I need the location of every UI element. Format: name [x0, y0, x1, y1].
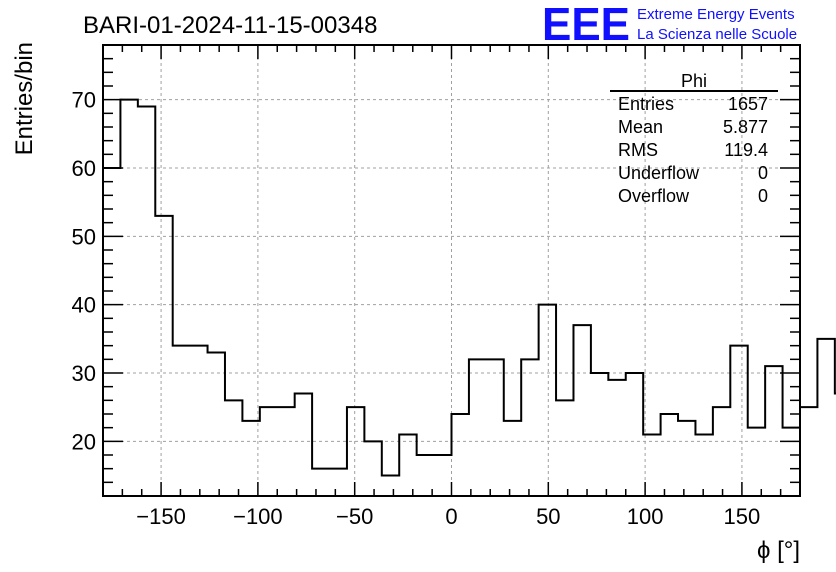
histogram-bin — [190, 346, 207, 496]
y-tick-label: 40 — [72, 293, 96, 318]
histogram-bin — [277, 407, 294, 496]
stats-row-label: Overflow — [618, 186, 690, 206]
chart-title: BARI-01-2024-11-15-00348 — [83, 12, 377, 39]
histogram-bin — [347, 407, 364, 496]
histogram-bin — [713, 407, 730, 496]
histogram-bin — [626, 373, 643, 496]
histogram-bin — [138, 107, 155, 497]
stats-row-value: 0 — [758, 163, 768, 183]
histogram-bin — [748, 428, 765, 496]
axis-ticks — [102, 45, 801, 496]
histogram-bin — [382, 476, 399, 497]
histogram-series — [103, 98, 836, 497]
histogram-bin — [173, 346, 190, 496]
histogram-bin — [469, 359, 486, 496]
stats-row-label: Mean — [618, 117, 663, 137]
histogram-outline — [103, 98, 836, 477]
histogram-bin — [783, 428, 800, 496]
histogram-bin — [539, 305, 556, 496]
stats-row-value: 119.4 — [724, 140, 768, 160]
histogram-bin — [730, 346, 747, 496]
histogram-bin — [364, 441, 381, 496]
histogram-bin — [312, 469, 329, 496]
histogram-bin — [695, 435, 712, 497]
y-tick-label: 20 — [72, 429, 96, 454]
histogram-bin — [155, 216, 172, 496]
stats-box: Phi Entries 1657 Mean 5.877 RMS 119.4 Underflo… — [610, 71, 778, 206]
histogram-bin — [521, 359, 538, 496]
stats-row-value: 5.877 — [723, 117, 768, 137]
histogram-bin — [556, 400, 573, 496]
histogram-bin — [208, 353, 225, 497]
histogram-bin — [452, 414, 469, 496]
x-tick-label: 150 — [724, 504, 761, 529]
stats-row-label: Underflow — [618, 163, 700, 183]
x-tick-label: 0 — [445, 504, 457, 529]
y-tick-label: 70 — [72, 88, 96, 113]
histogram-bin — [434, 455, 451, 496]
stats-row-label: RMS — [618, 140, 658, 160]
histogram-bin — [817, 339, 834, 496]
stats-box-rows: Entries 1657 Mean 5.877 RMS 119.4 Underflow 0 Ov… — [618, 94, 768, 206]
stats-box-name: Phi — [681, 71, 707, 91]
eee-logo: EEE — [542, 0, 630, 50]
histogram-bin — [399, 435, 416, 497]
y-tick-label: 30 — [72, 361, 96, 386]
histogram-bin — [591, 373, 608, 496]
x-axis-label: ϕ [°] — [757, 537, 800, 564]
histogram-bin — [504, 421, 521, 496]
histogram-bin — [260, 407, 277, 496]
stats-row-label: Entries — [618, 94, 674, 114]
y-tick-label: 60 — [72, 156, 96, 181]
x-tick-label: −150 — [136, 504, 186, 529]
histogram-bin — [678, 421, 695, 496]
x-tick-labels: −150 −100 −50 0 50 100 150 — [136, 504, 760, 529]
histogram-bin — [765, 366, 782, 496]
histogram-bin — [661, 414, 678, 496]
x-tick-label: 50 — [536, 504, 560, 529]
histogram-bin — [295, 394, 312, 497]
histogram-bin — [120, 100, 137, 496]
y-tick-label: 50 — [72, 224, 96, 249]
x-tick-label: −100 — [233, 504, 283, 529]
histogram-bin — [225, 400, 242, 496]
brand-line-1: Extreme Energy Events — [637, 6, 795, 23]
brand-line-2: La Scienza nelle Scuole — [637, 26, 797, 43]
y-tick-labels: 20 30 40 50 60 70 — [72, 88, 96, 455]
histogram-bin — [330, 469, 347, 496]
x-tick-label: −50 — [336, 504, 373, 529]
histogram-bin — [800, 407, 817, 496]
stats-row-value: 1657 — [728, 94, 768, 114]
y-axis-label: Entries/bin — [11, 42, 38, 155]
x-tick-label: 100 — [627, 504, 664, 529]
histogram-bin — [573, 325, 590, 496]
histogram-bin — [486, 359, 503, 496]
stats-row-value: 0 — [758, 186, 768, 206]
eee-logo-group: EEE Extreme Energy Events La Scienza nel… — [542, 0, 797, 50]
histogram-bin — [608, 380, 625, 496]
